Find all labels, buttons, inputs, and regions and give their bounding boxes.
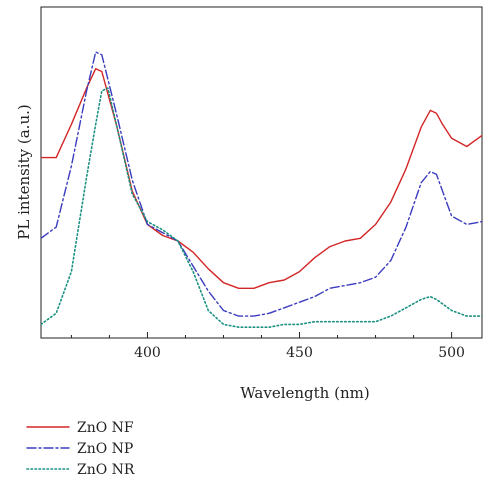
legend: ZnO NF ZnO NP ZnO NR: [26, 420, 135, 478]
x-ticks: 400 450 500: [70, 332, 465, 361]
legend-label: ZnO NF: [77, 420, 134, 436]
legend-label: ZnO NR: [77, 462, 135, 478]
series-line-zno-np: [41, 51, 482, 317]
series-line-zno-nr: [41, 87, 482, 329]
x-tick-label: 450: [286, 345, 313, 361]
series-lines: [41, 51, 482, 329]
series-line-zno-nf: [41, 67, 482, 289]
x-tick-label: 500: [438, 345, 465, 361]
x-tick-label: 400: [134, 345, 161, 361]
x-axis-label: Wavelength (nm): [240, 384, 369, 402]
plot-frame: [40, 6, 483, 339]
legend-label: ZnO NP: [77, 441, 133, 457]
y-axis-label: PL intensity (a.u.): [15, 104, 33, 239]
